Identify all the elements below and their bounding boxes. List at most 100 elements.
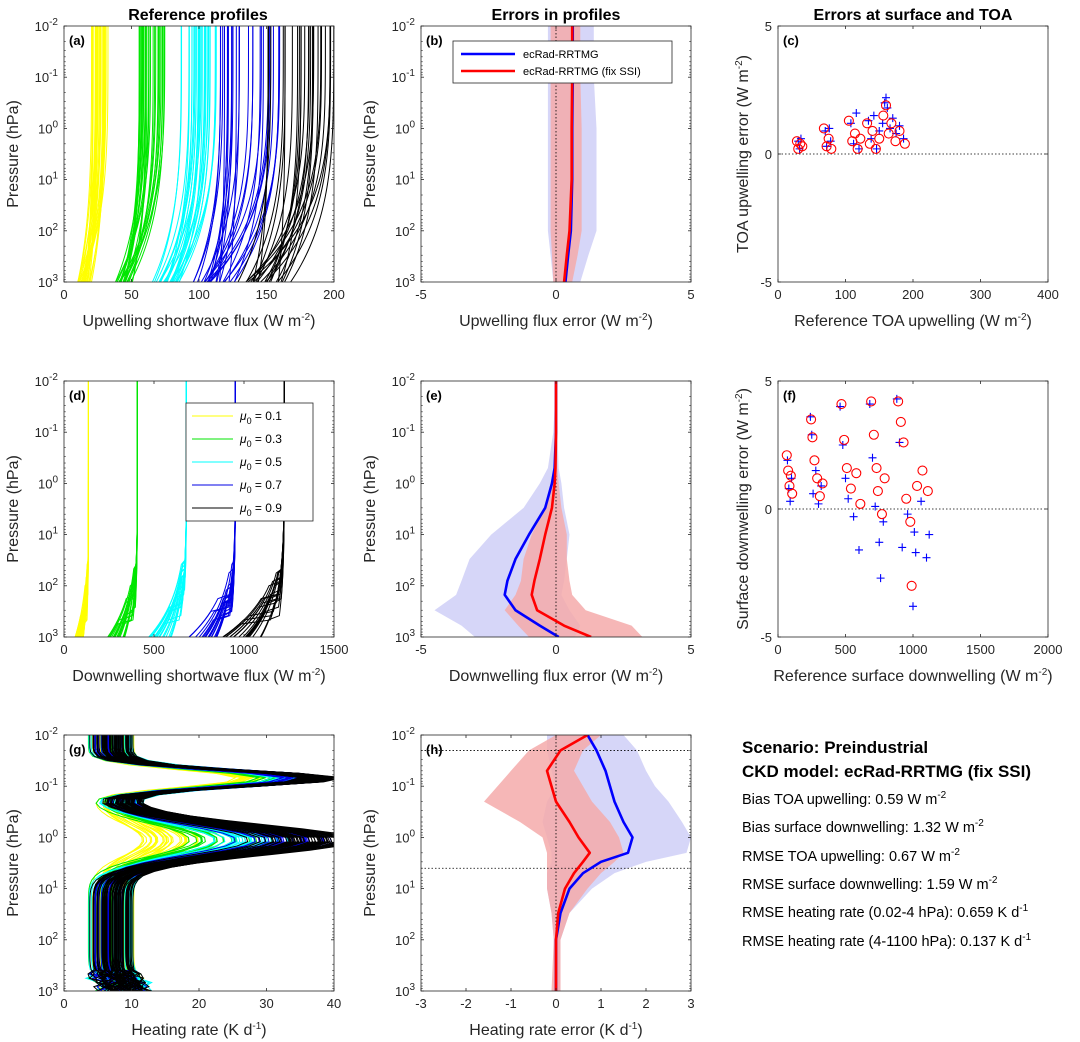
legend-label: ecRad-RRTMG	[523, 49, 599, 61]
y-axis-label: Pressure (hPa)	[5, 809, 22, 917]
x-axis-label: Heating rate (K d-1)	[131, 1021, 266, 1039]
profile-line	[222, 26, 261, 282]
scatter-point-circle	[784, 480, 795, 492]
summary-row-unit-exponent: -2	[937, 790, 947, 801]
x-tick-label: 1000	[230, 642, 259, 657]
y-tick-label: 103	[395, 628, 415, 645]
profile-line	[164, 26, 197, 282]
x-tick-label: 150	[256, 287, 278, 302]
y-tick-label: -5	[760, 630, 772, 645]
y-tick-label: 101	[38, 526, 58, 543]
y-tick-label: 101	[395, 880, 415, 897]
mean-line	[545, 735, 592, 991]
scatter-point-circle	[864, 138, 875, 149]
profile-line	[192, 26, 222, 282]
y-tick-label: 10-1	[35, 68, 59, 85]
panel-a: 0 50 100 150 200 10-2 10-1 100 101 102 103 Pressure…	[5, 17, 345, 330]
plot-area-f	[778, 394, 1048, 611]
scenario-heading: Scenario: Preindustrial	[742, 738, 929, 757]
x-tick-label: 2000	[1034, 642, 1063, 657]
legend-box	[452, 40, 673, 84]
x-tick-label: 0	[552, 287, 559, 302]
profile-line	[96, 735, 317, 991]
y-axis-label: Surface downwelling error (W m-2)	[734, 388, 752, 630]
x-axis-label: Upwelling shortwave flux (W m-2)	[83, 312, 316, 330]
x-axis-label: Reference TOA upwelling (W m-2)	[794, 312, 1032, 330]
profile-line	[124, 26, 145, 282]
y-tick-label: 100	[395, 828, 415, 845]
x-tick-label: 0	[60, 996, 67, 1011]
scatter-point-circle	[886, 118, 897, 129]
plot-area-b	[547, 26, 597, 282]
profile-line	[219, 26, 240, 282]
x-tick-label: 0	[552, 642, 559, 657]
x-tick-label: 100	[835, 287, 857, 302]
profile-line	[83, 26, 102, 282]
profile-line	[219, 26, 225, 282]
x-tick-label: 300	[970, 287, 992, 302]
scatter-point-plus	[868, 453, 877, 462]
profile-line	[88, 735, 285, 991]
scatter-point-plus	[867, 134, 876, 143]
scatter-point-circle	[823, 133, 834, 144]
scatter-point-plus	[838, 441, 847, 449]
y-tick-label: 103	[395, 273, 415, 290]
profile-line	[171, 26, 205, 282]
scatter-point-plus	[825, 124, 834, 133]
profile-line	[77, 26, 93, 282]
panel-b: -5 0 5 10-2 10-1 100 101 102 103 Pressure (hPa) Up…	[362, 17, 695, 330]
profile-line	[166, 26, 193, 282]
scatter-point-plus	[925, 530, 934, 539]
summary-rows: Bias TOA upwelling: 0.59 W m-2 Bias surfa…	[742, 784, 1076, 954]
y-axis-label: Pressure (hPa)	[5, 455, 22, 563]
profile-line	[216, 26, 233, 282]
profile-line	[275, 26, 314, 282]
scatter-point-circle	[807, 432, 818, 443]
y-tick-label: 0	[765, 502, 772, 517]
panel-label-e: (e)	[426, 388, 442, 403]
scatter-point-plus	[876, 574, 885, 583]
profile-line	[128, 26, 154, 282]
panel-g: 0 10 20 30 40 10-2 10-1 100 101 102 103 Pressure (h…	[5, 726, 341, 1039]
profile-line	[120, 26, 140, 282]
x-tick-label: 500	[835, 642, 857, 657]
profile-line	[169, 26, 206, 282]
profile-line	[111, 381, 138, 637]
y-tick-label: 5	[765, 374, 772, 389]
y-tick-label: 102	[38, 577, 58, 594]
profile-line	[268, 26, 310, 282]
y-tick-label: 5	[765, 19, 772, 34]
scatter-point-plus	[846, 119, 855, 128]
y-axis-label: Pressure (hPa)	[362, 455, 379, 563]
scatter-point-plus	[922, 553, 931, 562]
scatter-point-plus	[888, 114, 897, 123]
y-tick-label: 10-2	[392, 17, 416, 34]
summary-row-unit-exponent: -2	[974, 818, 984, 830]
summary-panel: Scenario: Preindustrial CKD model: ecRad…	[742, 736, 1076, 954]
x-tick-label: 200	[323, 287, 345, 302]
x-tick-label: 20	[192, 996, 206, 1011]
scatter-point-plus	[841, 474, 850, 483]
legend-label: μ0 = 0.7	[239, 478, 282, 495]
profile-line	[130, 26, 165, 282]
summary-row-unit-exponent: -2	[951, 846, 960, 858]
column-title-reference: Reference profiles	[128, 7, 268, 24]
panel-d: 0 500 1000 1500 10-2 10-1 100 101 102 103 Pressure…	[5, 372, 348, 685]
summary-row: Bias surface downwelling: 1.32 W m-2	[742, 812, 1076, 840]
y-axis-label: Pressure (hPa)	[5, 100, 22, 208]
summary-row-label: Bias surface downwelling: 1.32 W m	[742, 820, 975, 837]
scatter-point-circle	[821, 141, 832, 152]
scatter-point-circle	[906, 580, 917, 591]
y-tick-label: 0	[765, 147, 772, 162]
y-tick-label: 102	[395, 577, 415, 594]
summary-row-label: RMSE heating rate (4-1100 hPa): 0.137 K …	[742, 933, 1023, 950]
y-tick-label: 10-2	[392, 372, 416, 389]
scatter-point-circle	[878, 110, 889, 121]
scatter-point-circle	[893, 396, 904, 407]
panel-label-c: (c)	[783, 33, 799, 48]
scatter-point-circle	[876, 509, 888, 520]
profile-line	[252, 26, 269, 282]
profile-line	[252, 26, 286, 282]
scatter-point-circle	[855, 133, 866, 144]
